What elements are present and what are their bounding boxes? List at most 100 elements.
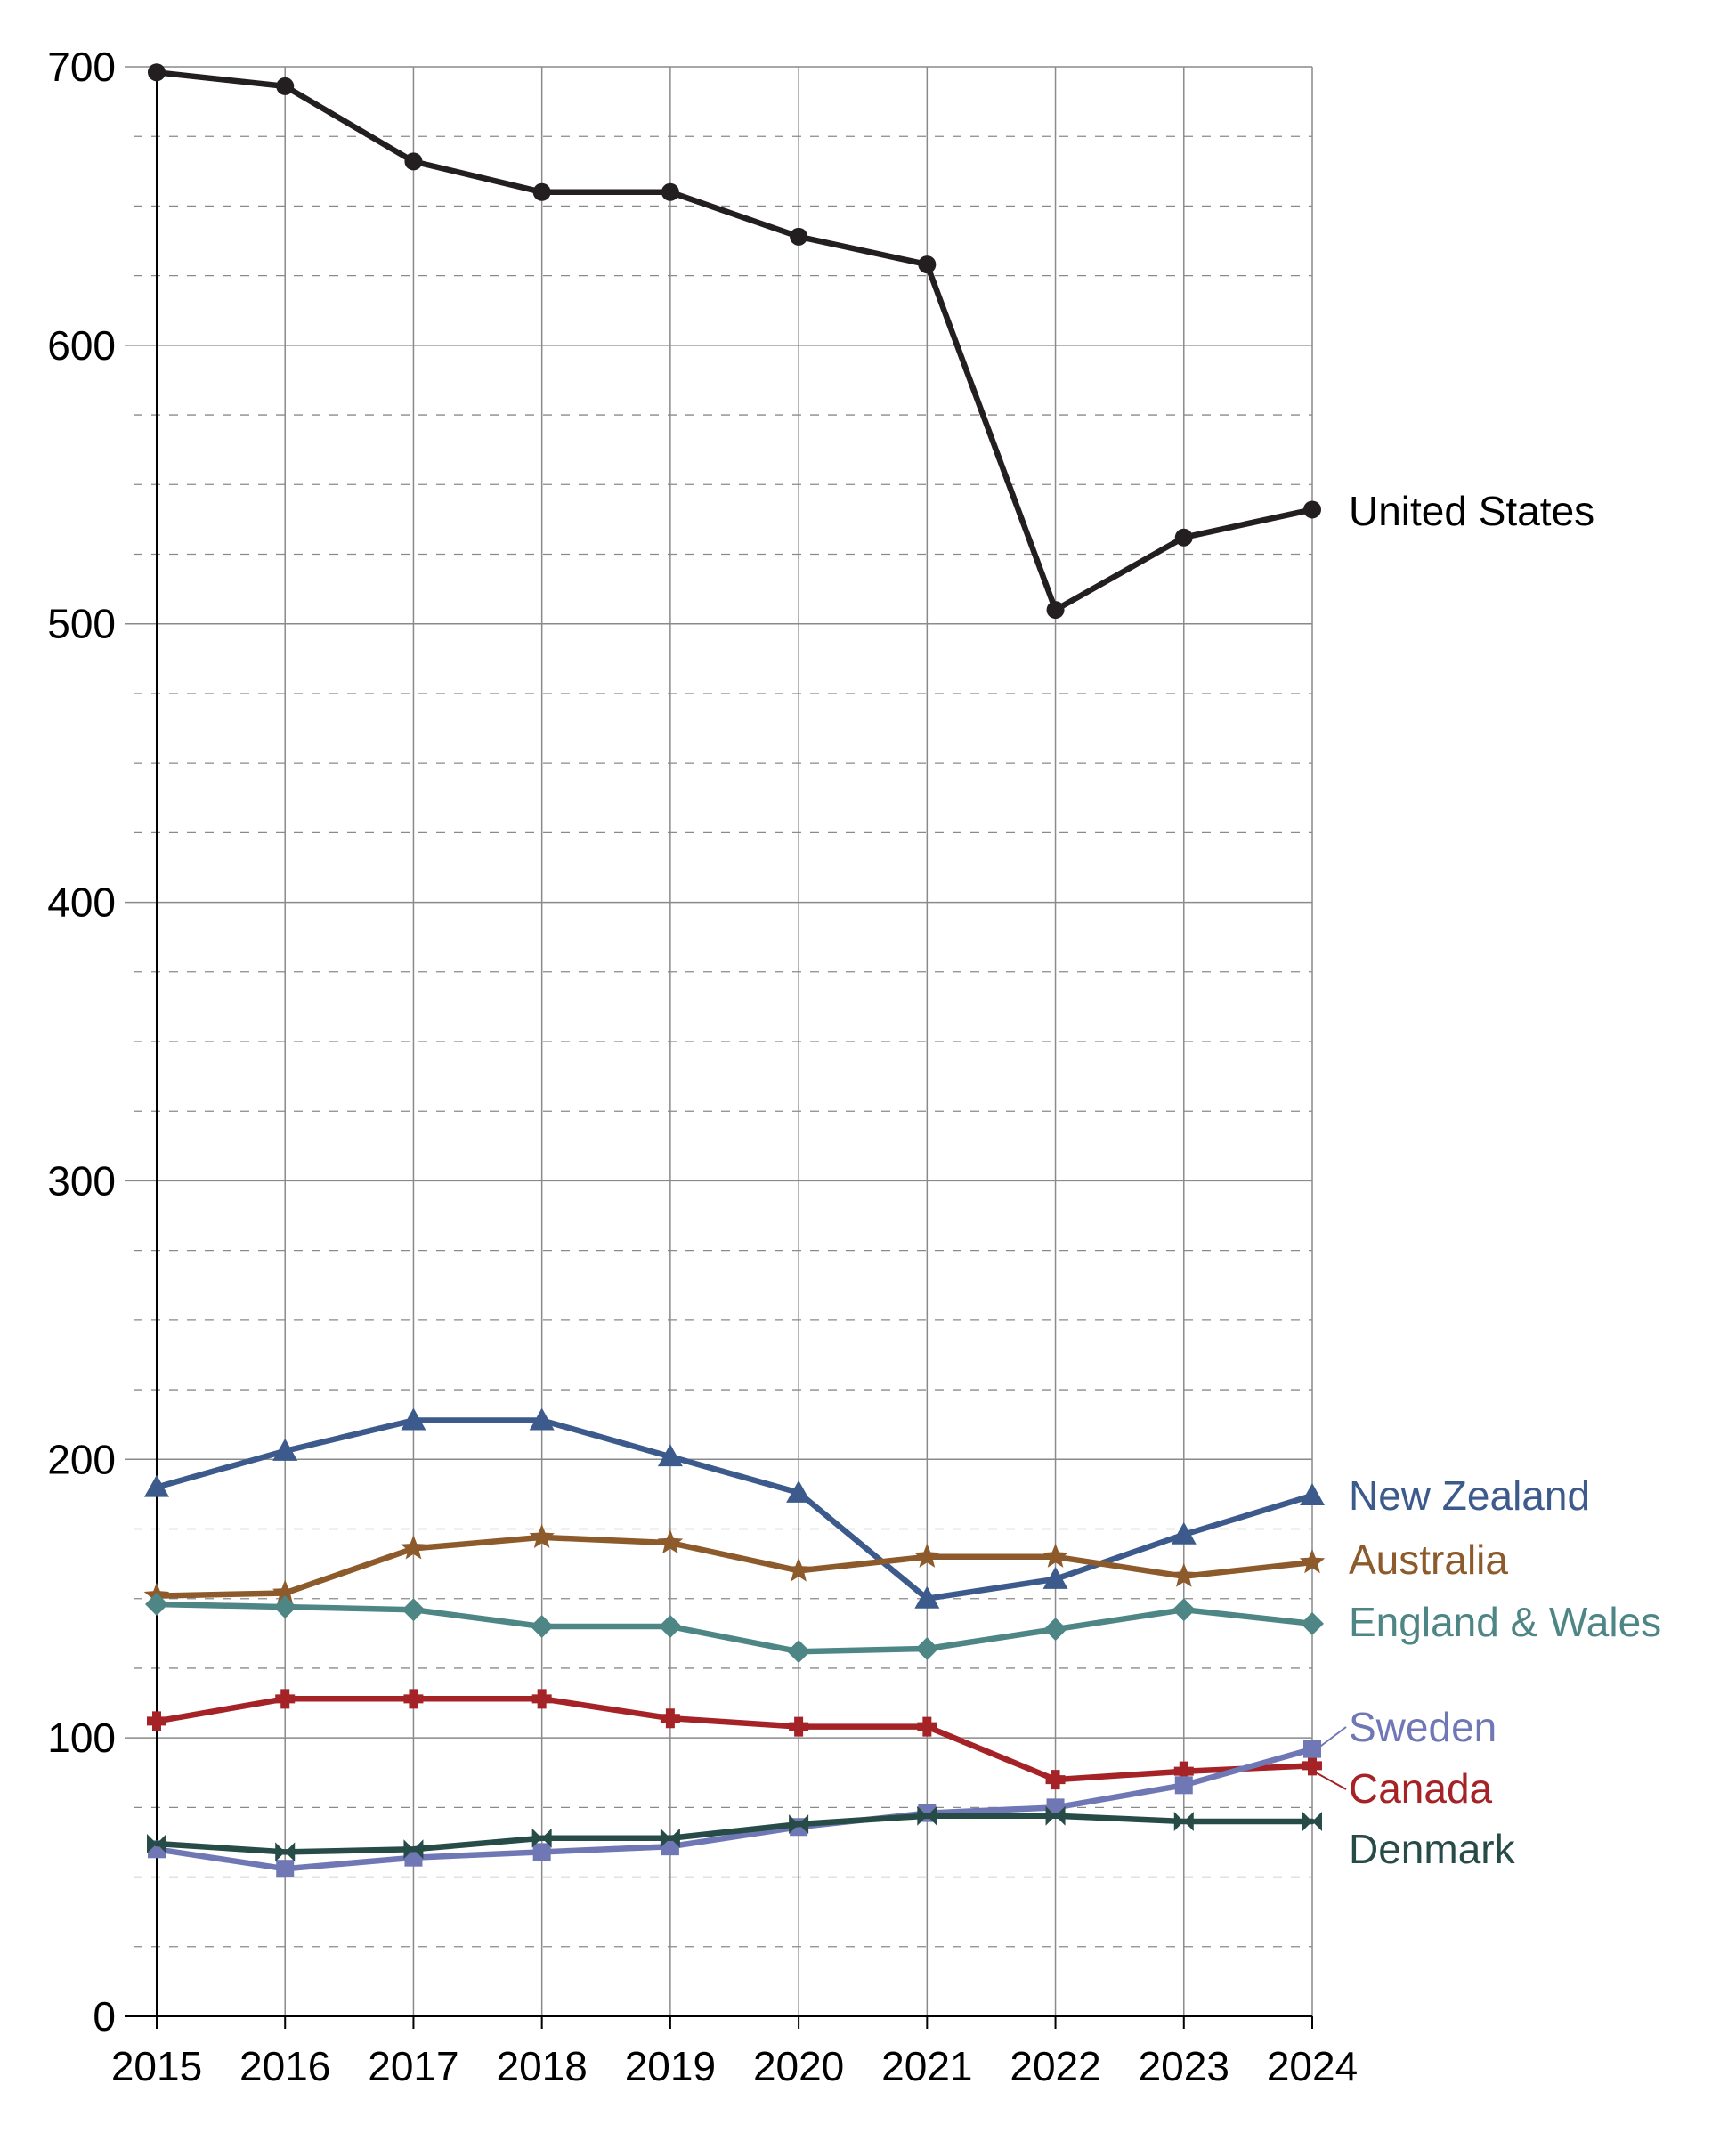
data-point	[1174, 528, 1193, 547]
data-point	[790, 227, 808, 246]
data-point	[532, 182, 551, 201]
data-point	[1173, 1812, 1194, 1831]
data-point	[1303, 500, 1321, 519]
y-tick-label: 0	[93, 1993, 116, 2040]
series-label: Australia	[1349, 1537, 1508, 1583]
data-point	[1042, 1543, 1068, 1568]
series-label: New Zealand	[1349, 1472, 1590, 1519]
data-point	[532, 1843, 551, 1861]
series-labels: United States New Zealand Australia England…	[1313, 488, 1661, 1872]
data-point	[1043, 1618, 1067, 1642]
data-point	[275, 1842, 296, 1862]
y-tick-label: 200	[47, 1436, 116, 1482]
data-point	[1042, 1566, 1068, 1589]
y-tick-label: 500	[47, 601, 116, 647]
data-point	[404, 152, 423, 171]
data-point	[1301, 1611, 1324, 1635]
data-point	[918, 255, 937, 274]
data-point	[1174, 1776, 1193, 1795]
series-label-leader	[1313, 1771, 1347, 1790]
data-point	[915, 1637, 939, 1661]
series-new-zealand	[144, 1407, 1325, 1609]
x-tick-label: 2022	[1010, 2043, 1100, 2089]
y-tick-label: 300	[47, 1157, 116, 1204]
x-tick-label: 2016	[239, 2043, 330, 2089]
data-point	[272, 1579, 298, 1604]
x-tick-label: 2015	[111, 2043, 202, 2089]
axes: 2015 2016 2017 2018 2019 2020 2021 2022 2023 2024…	[47, 44, 1358, 2089]
series-line	[153, 1696, 1316, 1783]
data-point	[531, 1689, 552, 1709]
data-point	[917, 1805, 937, 1826]
series-label: Denmark	[1349, 1826, 1516, 1872]
y-tick-label: 100	[47, 1715, 116, 1761]
data-point	[148, 63, 166, 82]
data-point	[272, 1438, 298, 1461]
x-tick-label: 2017	[368, 2043, 458, 2089]
data-point	[402, 1598, 426, 1622]
data-point	[1171, 1562, 1197, 1587]
data-point	[403, 1689, 424, 1709]
data-point	[787, 1640, 811, 1664]
data-point	[1302, 1756, 1322, 1776]
y-tick-label: 600	[47, 322, 116, 369]
data-point	[145, 1592, 168, 1616]
series-england-wales	[145, 1592, 1324, 1664]
data-point	[276, 1860, 295, 1878]
data-point	[786, 1480, 812, 1503]
data-point	[1173, 1761, 1194, 1781]
x-tick-label: 2024	[1267, 2043, 1358, 2089]
data-point	[1046, 601, 1065, 620]
series-denmark	[147, 1805, 1322, 1862]
data-point	[530, 1615, 554, 1638]
data-point	[1302, 1812, 1322, 1831]
data-point	[1171, 1521, 1197, 1545]
x-tick-label: 2018	[496, 2043, 587, 2089]
data-point	[401, 1535, 426, 1560]
x-tick-label: 2023	[1139, 2043, 1229, 2089]
series-label: England & Wales	[1349, 1599, 1661, 1645]
y-tick-label: 400	[47, 880, 116, 926]
series-united-states	[148, 63, 1321, 620]
series-line	[153, 1534, 1316, 1599]
data-point	[529, 1523, 555, 1548]
series-canada	[147, 1689, 1322, 1790]
data-point	[657, 1444, 683, 1467]
data-point	[789, 1814, 809, 1835]
data-point	[1300, 1482, 1325, 1505]
series-line	[153, 69, 1316, 613]
series-australia	[143, 1523, 1326, 1607]
data-point	[531, 1828, 552, 1848]
data-point	[1172, 1598, 1196, 1622]
series-label: Sweden	[1349, 1704, 1497, 1750]
data-point	[914, 1543, 940, 1568]
data-point	[529, 1407, 555, 1431]
data-point	[658, 1615, 682, 1638]
y-tick-label: 700	[47, 44, 116, 90]
data-point	[275, 1689, 296, 1709]
data-point	[1045, 1770, 1066, 1790]
series-label: United States	[1349, 488, 1594, 534]
data-point	[147, 1834, 166, 1854]
series-sweden	[148, 1740, 1321, 1878]
series-line	[153, 1746, 1316, 1872]
data-point	[1299, 1549, 1326, 1574]
data-point	[660, 1708, 680, 1729]
series-line	[153, 1813, 1316, 1855]
data-point	[785, 1557, 812, 1582]
data-point	[661, 182, 679, 201]
data-point	[403, 1839, 424, 1860]
x-tick-label: 2021	[881, 2043, 972, 2089]
series	[143, 63, 1326, 1878]
data-point	[144, 1474, 169, 1497]
data-point	[657, 1529, 684, 1554]
series-line	[153, 1601, 1316, 1655]
data-point	[789, 1716, 809, 1737]
series-label: Canada	[1349, 1765, 1493, 1812]
data-point	[917, 1716, 937, 1737]
x-tick-label: 2020	[753, 2043, 844, 2089]
x-tick-label: 2019	[625, 2043, 716, 2089]
series-label-leader	[1313, 1726, 1347, 1752]
